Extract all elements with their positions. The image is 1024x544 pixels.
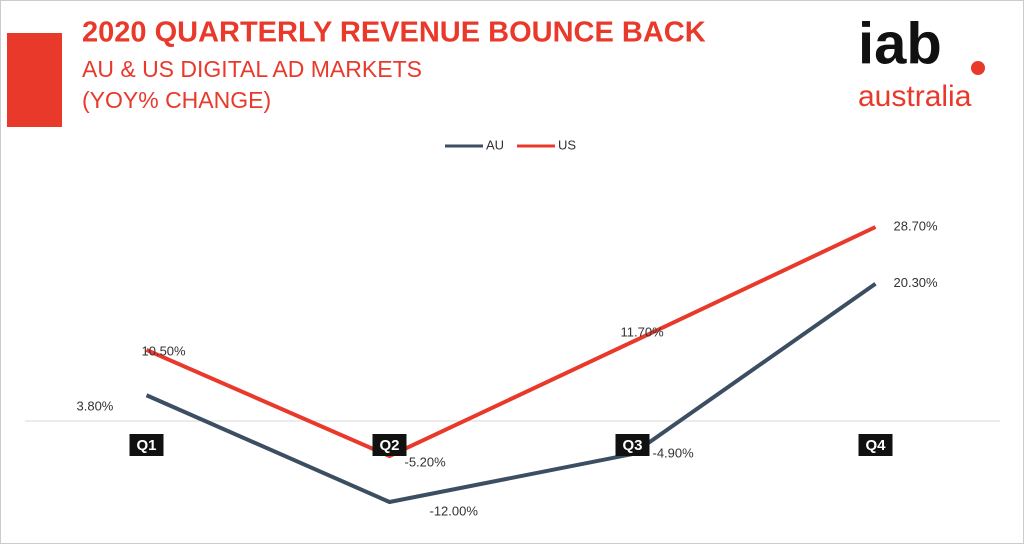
category-box xyxy=(615,434,650,456)
legend-label: AU xyxy=(486,137,504,152)
category-box xyxy=(858,434,893,456)
series-line xyxy=(145,225,877,459)
x-tick-label: Q4 xyxy=(865,437,886,454)
logo-dot xyxy=(971,61,985,75)
x-tick-label: Q3 xyxy=(622,437,642,454)
x-tick-label: Q1 xyxy=(136,437,156,454)
value-label: 10.50% xyxy=(142,343,187,358)
logo-name: australia xyxy=(858,80,972,113)
value-label: 28.70% xyxy=(894,218,939,233)
category-box xyxy=(129,434,164,456)
value-label: 20.30% xyxy=(894,275,939,290)
chart-subtitle: (YOY% CHANGE) xyxy=(82,87,271,113)
accent-block xyxy=(7,33,62,127)
x-tick-label: Q2 xyxy=(379,437,399,454)
value-label: -5.20% xyxy=(405,454,447,469)
chart-title: 2020 QUARTERLY REVENUE BOUNCE BACK xyxy=(82,17,706,49)
value-label: 3.80% xyxy=(77,399,114,414)
legend-label: US xyxy=(558,137,576,152)
chart-subtitle: AU & US DIGITAL AD MARKETS xyxy=(82,56,422,82)
logo-mark: iab xyxy=(858,11,942,76)
value-label: -4.90% xyxy=(653,445,695,460)
value-label: 11.70% xyxy=(621,324,665,339)
series-line xyxy=(145,282,877,505)
category-box xyxy=(372,434,407,456)
value-label: -12.00% xyxy=(430,503,479,518)
